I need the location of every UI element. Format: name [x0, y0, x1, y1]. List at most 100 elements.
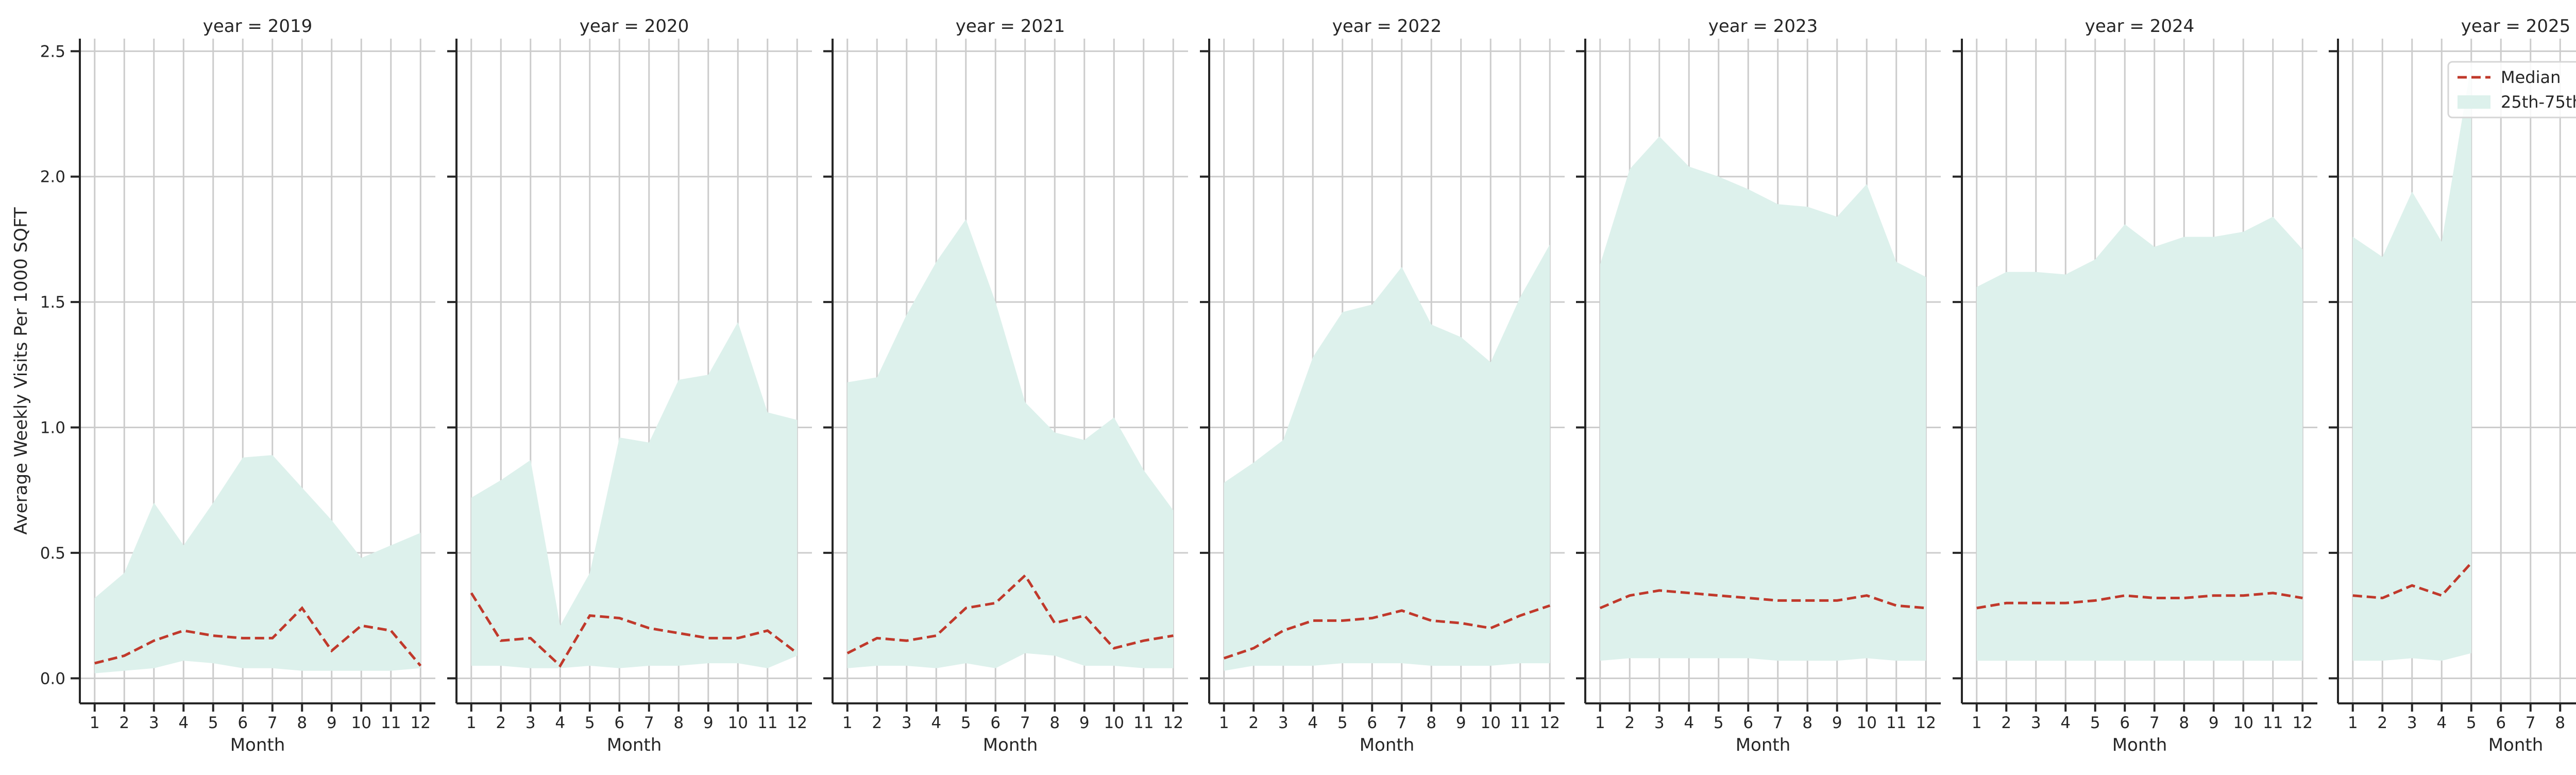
- x-tick-label: 10: [1857, 714, 1877, 732]
- x-tick-label: 7: [644, 714, 654, 732]
- legend-band-swatch: [2458, 95, 2490, 109]
- x-tick-label: 11: [1133, 714, 1154, 732]
- x-axis-label: Month: [607, 735, 662, 755]
- x-tick-label: 5: [208, 714, 218, 732]
- x-tick-label: 12: [2293, 714, 2313, 732]
- y-tick-label: 0.0: [40, 669, 65, 688]
- facet-title: year = 2025: [2461, 16, 2570, 37]
- x-tick-label: 11: [1510, 714, 1530, 732]
- x-tick-label: 4: [2436, 714, 2447, 732]
- x-tick-label: 4: [2060, 714, 2071, 732]
- percentile-band-2022: [1224, 244, 1550, 671]
- legend-median-label: Median: [2501, 68, 2561, 87]
- x-tick-label: 1: [90, 714, 100, 732]
- x-tick-label: 7: [2526, 714, 2536, 732]
- x-tick-label: 2: [119, 714, 129, 732]
- x-tick-label: 1: [2348, 714, 2358, 732]
- x-tick-label: 2: [1624, 714, 1635, 732]
- x-tick-label: 12: [1163, 714, 1183, 732]
- x-tick-label: 12: [1916, 714, 1936, 732]
- x-tick-label: 9: [1832, 714, 1842, 732]
- x-tick-label: 5: [1714, 714, 1724, 732]
- median-line-2022: [1223, 604, 1551, 660]
- x-tick-label: 8: [2179, 714, 2189, 732]
- x-tick-label: 4: [931, 714, 941, 732]
- median-line-2025: [2352, 562, 2472, 600]
- x-tick-label: 6: [990, 714, 1001, 732]
- x-tick-label: 12: [1540, 714, 1560, 732]
- percentile-band-2023: [1600, 136, 1926, 661]
- x-tick-label: 8: [1049, 714, 1060, 732]
- x-axis-label: Month: [1736, 735, 1791, 755]
- x-tick-label: 7: [1020, 714, 1030, 732]
- x-tick-label: 5: [2090, 714, 2100, 732]
- x-tick-label: 7: [2149, 714, 2160, 732]
- percentile-band-2020: [471, 322, 798, 668]
- x-tick-label: 9: [1079, 714, 1090, 732]
- x-axis-label: Month: [983, 735, 1038, 755]
- x-tick-label: 1: [1219, 714, 1229, 732]
- median-line-2023: [1599, 589, 1926, 610]
- x-tick-label: 5: [2466, 714, 2477, 732]
- x-tick-label: 6: [1743, 714, 1753, 732]
- x-tick-label: 3: [2407, 714, 2417, 732]
- x-tick-label: 11: [1886, 714, 1906, 732]
- x-tick-label: 8: [673, 714, 684, 732]
- x-tick-label: 4: [178, 714, 189, 732]
- x-tick-label: 1: [1595, 714, 1605, 732]
- x-tick-label: 5: [1337, 714, 1348, 732]
- percentile-band-2024: [1976, 216, 2303, 661]
- x-tick-label: 11: [2263, 714, 2283, 732]
- percentile-band-2025: [2352, 63, 2471, 661]
- y-tick-label: 0.5: [40, 544, 65, 563]
- x-tick-label: 10: [351, 714, 371, 732]
- x-tick-label: 1: [842, 714, 853, 732]
- x-tick-label: 6: [1367, 714, 1377, 732]
- x-tick-label: 10: [2233, 714, 2253, 732]
- x-axis-label: Month: [2112, 735, 2167, 755]
- x-tick-label: 3: [526, 714, 536, 732]
- x-axis-label: Month: [1360, 735, 1415, 755]
- x-tick-label: 6: [614, 714, 624, 732]
- y-tick-label: 2.5: [40, 42, 65, 61]
- median-line-2020: [470, 592, 798, 668]
- x-tick-label: 2: [1248, 714, 1259, 732]
- percentile-band-2019: [94, 455, 421, 673]
- x-tick-label: 3: [902, 714, 912, 732]
- facet-title: year = 2020: [580, 16, 689, 37]
- x-tick-label: 4: [555, 714, 565, 732]
- x-axis-label: Month: [230, 735, 285, 755]
- x-tick-label: 10: [1481, 714, 1501, 732]
- x-tick-label: 11: [381, 714, 401, 732]
- x-tick-label: 6: [238, 714, 248, 732]
- x-tick-label: 11: [757, 714, 777, 732]
- x-axis-label: Month: [2488, 735, 2544, 755]
- facet-title: year = 2024: [2085, 16, 2194, 37]
- percentile-band-2021: [847, 219, 1174, 668]
- x-tick-label: 3: [149, 714, 159, 732]
- x-tick-label: 2: [2377, 714, 2387, 732]
- y-tick-label: 1.5: [40, 293, 65, 312]
- x-tick-label: 3: [1278, 714, 1289, 732]
- x-tick-label: 5: [961, 714, 971, 732]
- x-tick-label: 9: [1456, 714, 1466, 732]
- x-tick-label: 8: [1802, 714, 1812, 732]
- x-tick-label: 12: [411, 714, 431, 732]
- x-tick-label: 2: [496, 714, 506, 732]
- x-tick-label: 9: [2209, 714, 2219, 732]
- x-tick-label: 9: [703, 714, 714, 732]
- median-line-2021: [846, 573, 1174, 654]
- x-tick-label: 8: [1426, 714, 1436, 732]
- x-tick-label: 8: [2555, 714, 2565, 732]
- y-tick-label: 1.0: [40, 419, 65, 437]
- x-tick-label: 9: [327, 714, 337, 732]
- x-tick-label: 2: [872, 714, 882, 732]
- x-tick-label: 4: [1684, 714, 1694, 732]
- x-tick-label: 10: [728, 714, 748, 732]
- median-line-2024: [1976, 592, 2303, 610]
- x-tick-label: 5: [585, 714, 595, 732]
- x-tick-label: 4: [1308, 714, 1318, 732]
- x-tick-label: 3: [2031, 714, 2041, 732]
